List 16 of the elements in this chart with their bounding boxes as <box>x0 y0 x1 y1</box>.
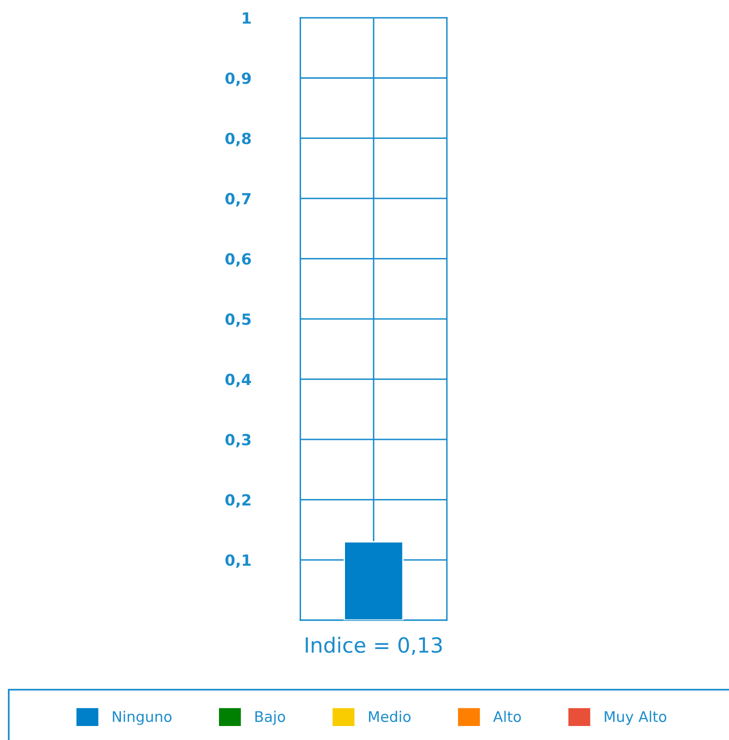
y-tick-label: 1 <box>242 12 251 24</box>
y-tick-label: 0,6 <box>225 253 251 267</box>
legend-label: Alto <box>493 710 521 722</box>
y-tick-label: 0,5 <box>225 313 251 327</box>
y-tick-label: 0,7 <box>225 192 251 206</box>
legend-label: Bajo <box>255 710 286 725</box>
y-tick-label: 0,2 <box>225 494 250 508</box>
legend-label: Medio <box>369 710 411 722</box>
y-tick-label: 0,8 <box>225 132 251 146</box>
x-axis-title: Indice = 0,13 <box>306 636 442 656</box>
y-tick-label: 0,3 <box>225 434 251 448</box>
y-tick-label: 0,1 <box>225 554 251 568</box>
y-tick-label: 0,4 <box>225 374 252 388</box>
legend-label: Ninguno <box>112 710 172 725</box>
y-tick-label: 0,9 <box>225 72 251 86</box>
legend-label: Muy Alto <box>604 710 666 725</box>
